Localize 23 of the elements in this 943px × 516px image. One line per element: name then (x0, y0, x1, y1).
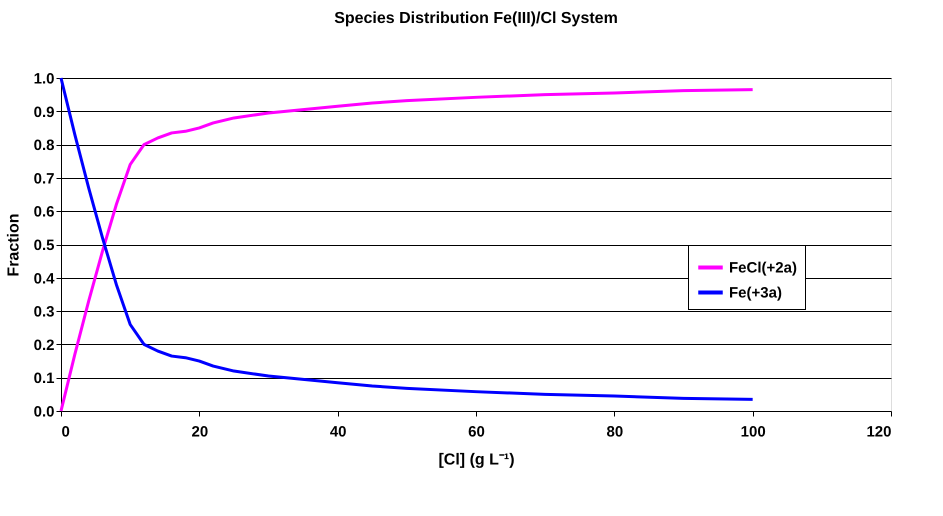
y-tick-label: 1.0 (34, 70, 54, 88)
x-tick-label: 20 (191, 424, 208, 440)
y-axis-title: Fraction (6, 213, 23, 277)
y-tick-label: 0.8 (34, 137, 54, 154)
x-axis-title: [Cl] (g L⁻¹) (438, 452, 515, 468)
y-tick-label: 0.0 (34, 404, 54, 420)
x-tick-label: 0 (62, 424, 70, 440)
x-tick-label: 80 (606, 424, 624, 440)
x-tick-label: 40 (330, 424, 347, 440)
y-tick-label: 0.3 (34, 304, 54, 321)
legend-label: FeCl(+2a) (729, 260, 797, 276)
x-tick-label: 100 (740, 424, 766, 440)
y-tick-label: 0.5 (34, 237, 54, 254)
y-tick-label: 0.7 (34, 170, 54, 188)
y-tick-label: 0.1 (34, 370, 54, 388)
chart-title: Species Distribution Fe(III)/Cl System (334, 10, 618, 27)
y-tick-label: 0.4 (34, 270, 56, 288)
x-tick-label: 60 (468, 424, 485, 440)
x-tick-label: 120 (866, 424, 892, 440)
legend-label: Fe(+3a) (729, 284, 782, 302)
y-tick-label: 0.2 (34, 336, 54, 354)
y-tick-label: 0.6 (34, 204, 54, 221)
y-tick-label: 0.9 (34, 104, 54, 121)
